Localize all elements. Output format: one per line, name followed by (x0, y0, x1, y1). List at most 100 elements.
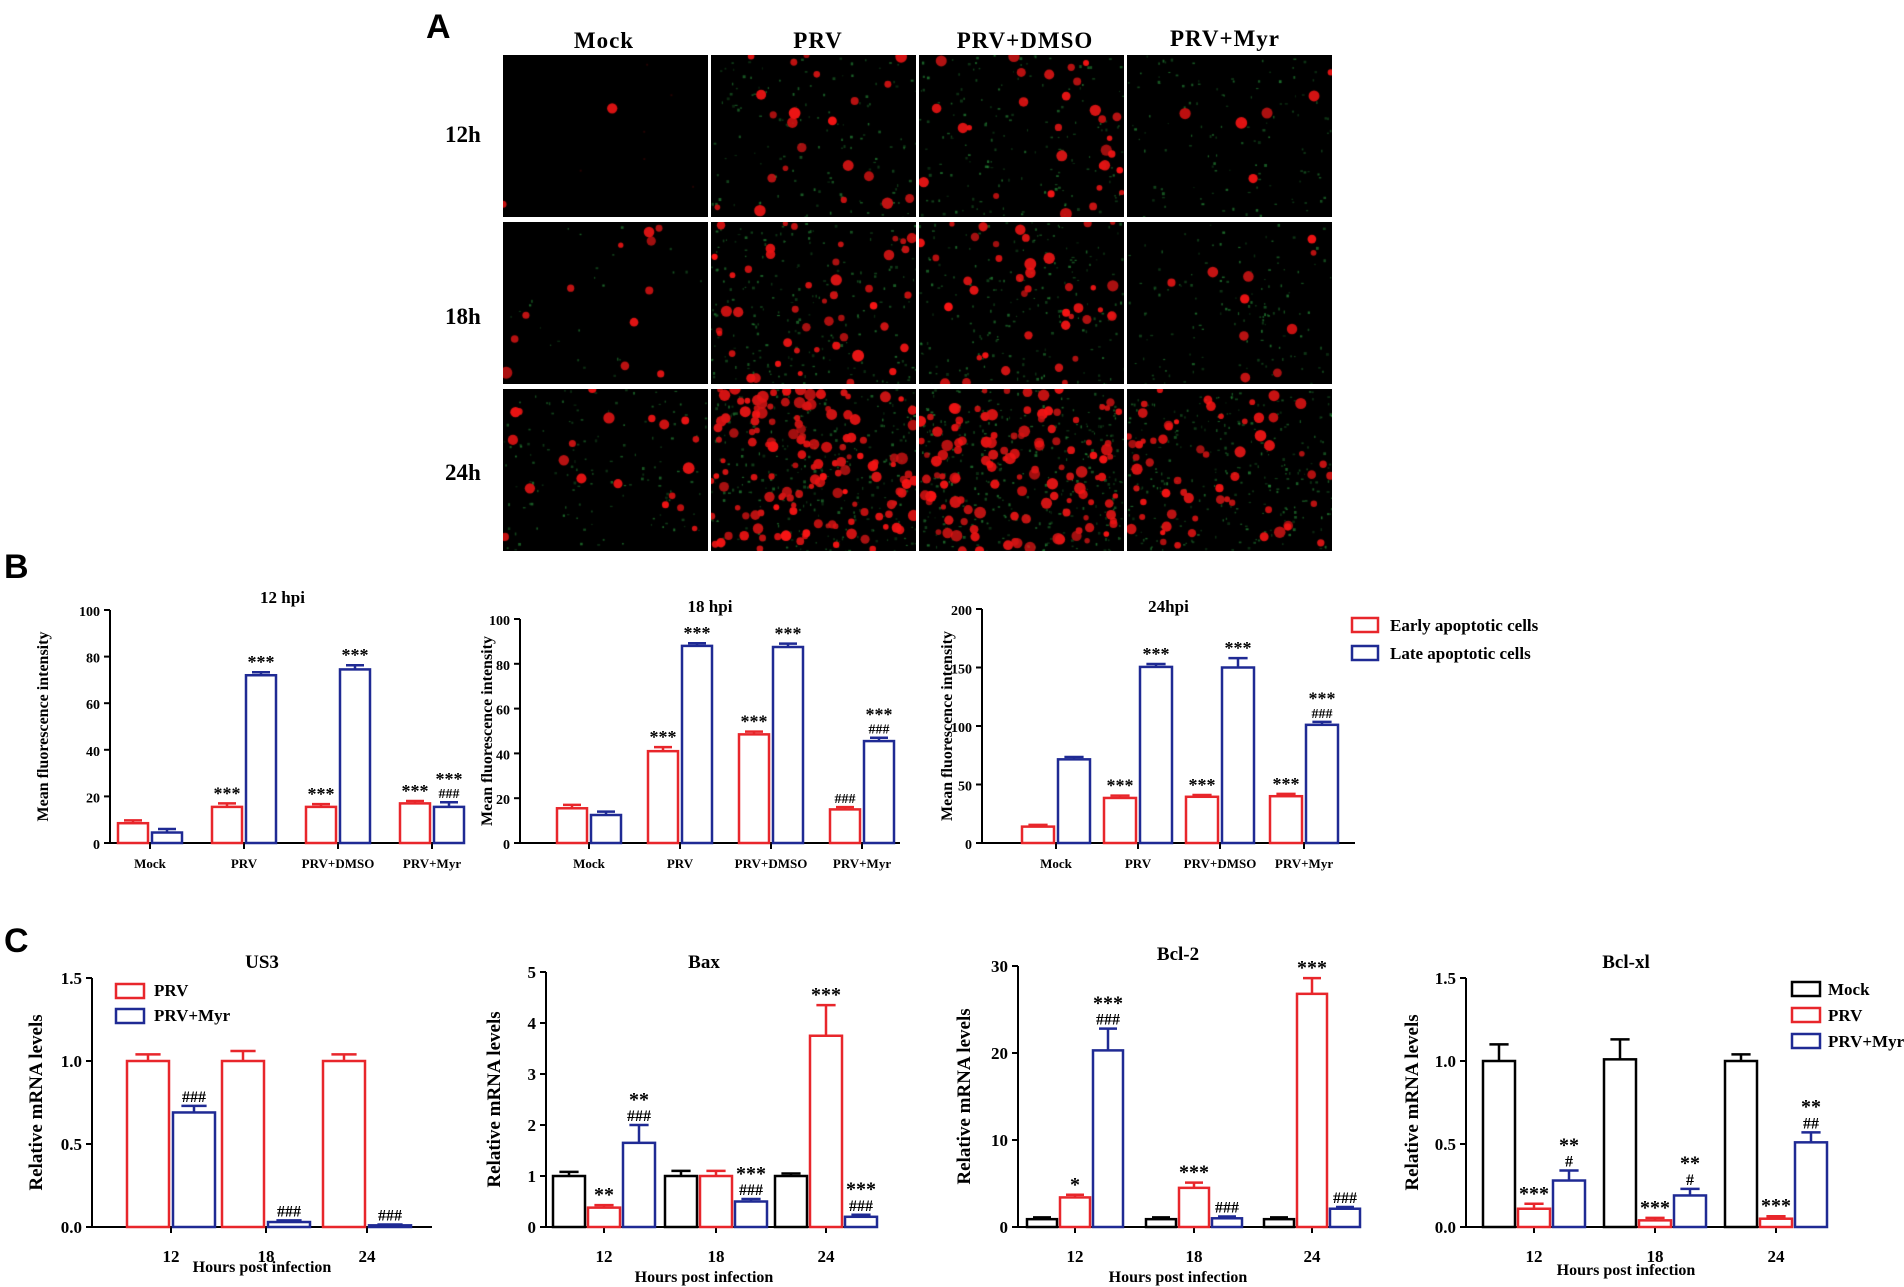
x-tick-label: 18 (258, 1247, 275, 1266)
chart-c4: Bcl-xl 0.0 0.5 1.0 1.5 Relative mRNA levels 12… (1402, 952, 1829, 1279)
significance-label: ### (739, 1182, 763, 1199)
significance-label: ### (378, 1208, 402, 1225)
bar (266, 1220, 312, 1229)
bar (680, 644, 714, 845)
row-header-24h: 24h (445, 460, 481, 485)
significance-label: *** (1309, 689, 1336, 709)
bar (1481, 1059, 1517, 1229)
micrograph-mock-12h (503, 55, 708, 217)
y-tick-label: 0 (965, 838, 972, 853)
y-tick-label: 1.5 (61, 969, 82, 988)
bar (171, 1111, 217, 1229)
bar (733, 1200, 769, 1229)
x-tick-label: 24 (1304, 1247, 1322, 1266)
significance-label: ### (835, 792, 856, 807)
bar (125, 1059, 171, 1229)
panel-label-c: C (4, 922, 29, 960)
x-tick-label: PRV+Myr (833, 856, 891, 871)
chart-title: 24hpi (1148, 597, 1189, 616)
y-tick-label: 5 (528, 963, 537, 982)
chart-title: US3 (245, 952, 279, 973)
y-axis-label: Relative mRNA levels (1402, 1014, 1423, 1190)
significance-label: *** (436, 769, 463, 789)
x-tick-label: PRV (231, 856, 258, 871)
chart-title: Bax (688, 952, 720, 973)
x-tick-label: Mock (134, 856, 167, 871)
micrograph-prv-24h (711, 389, 916, 551)
y-axis-label: Relative mRNA levels (26, 1014, 47, 1190)
significance-label: ### (1333, 1190, 1357, 1207)
x-tick-label: 12 (1067, 1247, 1084, 1266)
significance-label: *** (214, 783, 241, 803)
significance-label: *** (684, 623, 711, 643)
micrograph-mock-18h (503, 222, 708, 384)
y-tick-label: 20 (496, 793, 510, 808)
y-tick-label: 0.0 (1435, 1218, 1456, 1237)
micrograph-prv-12h (711, 55, 916, 217)
y-tick-label: 60 (86, 698, 100, 713)
bar (1262, 1217, 1296, 1229)
y-tick-label: 80 (496, 659, 510, 674)
bar (1020, 825, 1056, 845)
x-tick-label: 12 (596, 1247, 613, 1266)
column-header-mock: Mock (573, 28, 635, 53)
bar (210, 805, 244, 845)
bar (1144, 1217, 1178, 1229)
significance-label: *** (1143, 644, 1170, 664)
x-tick-label: 12 (163, 1247, 180, 1266)
y-tick-label: 0 (93, 838, 100, 853)
y-tick-label: 0 (528, 1218, 537, 1237)
y-tick-label: 0 (1000, 1218, 1009, 1237)
significance-label: *** (1093, 992, 1123, 1014)
significance-label: *** (1297, 957, 1327, 979)
significance-label: *** (402, 781, 429, 801)
bar (220, 1059, 266, 1229)
y-tick-label: 1.5 (1435, 969, 1456, 988)
y-tick-label: 1.0 (61, 1052, 82, 1071)
x-tick-label: 24 (1768, 1247, 1786, 1266)
x-tick-label: PRV+DMSO (302, 856, 375, 871)
significance-label: *** (736, 1163, 766, 1185)
micrograph-mock-24h (503, 389, 708, 551)
bar (1758, 1217, 1794, 1229)
significance-label: *** (342, 645, 369, 665)
y-tick-label: 0.5 (1435, 1135, 1456, 1154)
legend-panel-b: Early apoptotic cells Late apoptotic cell… (1350, 616, 1539, 663)
legend-swatch (1790, 1032, 1822, 1050)
legend-label: PRV+Myr (1828, 1032, 1904, 1051)
significance-label: *** (1179, 1162, 1209, 1184)
y-tick-label: 100 (951, 721, 972, 736)
micrograph-prv-myr-24h (1127, 389, 1332, 551)
significance-label: *** (308, 784, 335, 804)
bar (1058, 1196, 1092, 1229)
x-axis-label: Hours post infection (193, 1259, 332, 1276)
bar (646, 749, 680, 845)
y-tick-label: 4 (528, 1014, 537, 1033)
bar (663, 1174, 699, 1229)
x-axis-label: Hours post infection (635, 1269, 774, 1286)
bar (244, 673, 278, 845)
y-axis-label: Relative mRNA levels (484, 1011, 505, 1187)
bar (338, 668, 372, 845)
significance-label: *** (650, 727, 677, 747)
bar (586, 1206, 622, 1229)
bar (1516, 1207, 1552, 1229)
y-tick-label: 20 (86, 791, 100, 806)
chart-b3: 24hpi 0 50 100 150 200 Mean fluorescence inten… (939, 597, 1355, 871)
significance-label: *** (846, 1179, 876, 1201)
significance-label: ### (439, 787, 460, 802)
bar (555, 807, 589, 845)
bar (698, 1174, 734, 1229)
x-tick-label: PRV (667, 856, 694, 871)
significance-label: *** (1273, 774, 1300, 794)
bar (808, 1034, 844, 1229)
bar (773, 1174, 809, 1229)
bar (1268, 794, 1304, 845)
significance-label: *** (1189, 775, 1216, 795)
bar (737, 733, 771, 845)
chart-b1: 12 hpi 0 20 40 60 80 100 Mean fluorescence inte… (35, 588, 466, 871)
y-tick-label: 150 (951, 663, 972, 678)
y-tick-label: 20 (991, 1044, 1008, 1063)
y-axis-label: Mean fluorescence intensity (35, 632, 52, 822)
